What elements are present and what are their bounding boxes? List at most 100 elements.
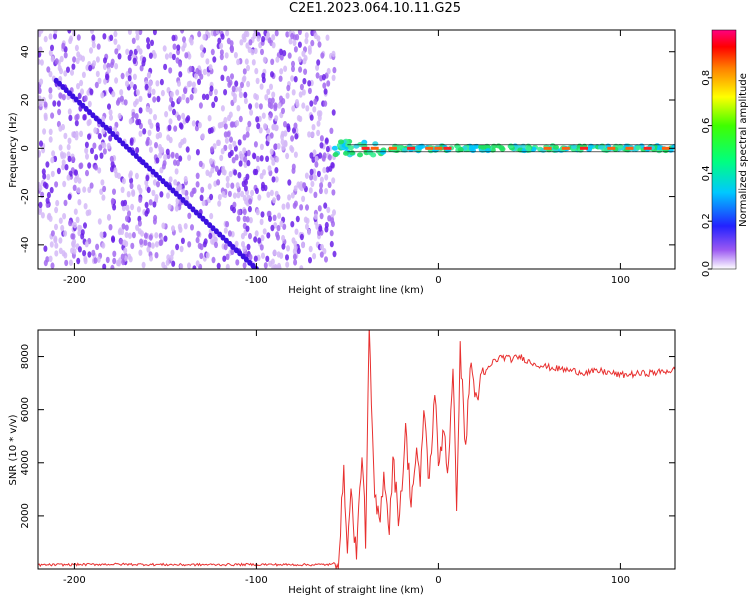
noise-cell — [322, 152, 327, 159]
noise-cell — [261, 35, 266, 43]
noise-cell — [71, 156, 76, 163]
noise-cell — [303, 68, 308, 75]
noise-cell — [45, 161, 50, 168]
noise-cell — [115, 259, 120, 267]
noise-cell — [250, 48, 255, 56]
x-tick-label: 100 — [611, 275, 630, 286]
noise-cell — [140, 230, 144, 237]
noise-cell — [121, 258, 126, 266]
signal-cell — [485, 148, 491, 154]
noise-cell — [177, 223, 182, 230]
trace-cell — [203, 218, 209, 225]
noise-cell — [180, 30, 185, 34]
signal-cell — [416, 145, 423, 151]
noise-cell — [326, 67, 331, 75]
trace-cell — [237, 250, 243, 257]
noise-cell — [128, 172, 133, 179]
noise-cell — [63, 132, 68, 140]
noise-cell — [279, 252, 284, 259]
noise-cell — [174, 152, 179, 160]
noise-cell — [54, 206, 59, 214]
noise-cell — [192, 265, 197, 269]
noise-cell — [91, 34, 96, 41]
noise-cell — [269, 102, 274, 110]
noise-cell — [83, 95, 88, 102]
noise-cell — [219, 121, 224, 129]
signal-cell — [361, 139, 368, 145]
noise-cell — [187, 212, 192, 219]
noise-cell — [292, 253, 297, 260]
noise-cell — [185, 195, 189, 202]
noise-cell — [245, 225, 250, 232]
noise-cell — [41, 168, 46, 175]
noise-cell — [256, 122, 261, 130]
noise-cell — [266, 191, 271, 198]
noise-cell — [197, 78, 201, 86]
noise-cell — [254, 67, 259, 75]
signal-cell — [597, 144, 604, 150]
noise-cell — [124, 224, 129, 231]
noise-cell — [161, 163, 166, 170]
noise-cell — [92, 142, 97, 149]
noise-cell — [225, 30, 230, 37]
noise-cell — [252, 168, 257, 176]
noise-cell — [38, 30, 42, 38]
noise-cell — [293, 200, 298, 207]
noise-cell — [259, 244, 264, 251]
noise-cell — [200, 133, 205, 140]
noise-cell — [288, 38, 293, 45]
noise-cell — [281, 98, 286, 105]
noise-cell — [309, 174, 314, 181]
noise-cell — [307, 87, 312, 95]
noise-cell — [241, 76, 246, 83]
noise-cell — [148, 80, 153, 87]
noise-cell — [329, 127, 334, 134]
noise-cell — [129, 177, 134, 184]
noise-cell — [102, 263, 107, 269]
bottom-plot-frame — [37, 329, 676, 570]
signal-cell — [468, 146, 475, 151]
noise-cell — [261, 252, 265, 259]
noise-cell — [245, 30, 250, 38]
noise-cell — [181, 188, 186, 195]
noise-cell — [97, 167, 102, 174]
noise-cell — [124, 231, 129, 239]
signal-peak-cell — [361, 146, 370, 150]
noise-cell — [85, 169, 89, 177]
noise-cell — [293, 46, 298, 53]
noise-cell — [54, 242, 59, 249]
noise-cell — [268, 215, 272, 222]
signal-peak-cell — [388, 146, 397, 150]
noise-cell — [245, 125, 250, 133]
noise-cell — [322, 166, 327, 174]
noise-cell — [63, 252, 68, 259]
noise-cell — [313, 98, 318, 105]
noise-cell — [97, 77, 102, 85]
noise-cell — [156, 125, 160, 132]
noise-cell — [220, 74, 225, 82]
noise-cell — [151, 88, 156, 96]
noise-cell — [324, 174, 329, 181]
signal-cell — [331, 145, 338, 151]
noise-cell — [259, 143, 264, 150]
noise-cell — [287, 179, 292, 186]
noise-cell — [99, 152, 104, 159]
noise-cell — [285, 152, 290, 160]
noise-cell — [107, 103, 111, 110]
noise-cell — [294, 133, 299, 140]
noise-cell — [239, 39, 244, 46]
noise-cell — [97, 218, 102, 225]
noise-cell — [225, 253, 230, 260]
noise-cell — [245, 216, 250, 223]
noise-cell — [261, 112, 266, 119]
noise-cell — [253, 141, 258, 148]
noise-cell — [114, 48, 119, 55]
noise-cell — [302, 182, 307, 189]
noise-cell — [280, 133, 285, 140]
noise-cell — [248, 253, 253, 261]
noise-cell — [159, 78, 164, 86]
noise-cell — [225, 175, 230, 183]
noise-cell — [116, 44, 121, 51]
noise-cell — [54, 223, 58, 231]
noise-cell — [277, 212, 282, 219]
